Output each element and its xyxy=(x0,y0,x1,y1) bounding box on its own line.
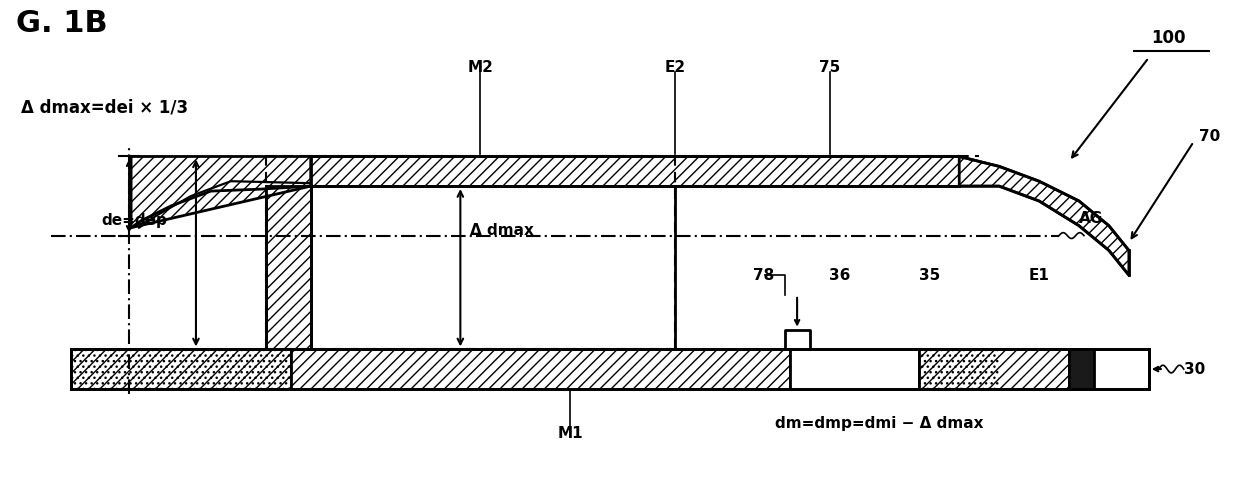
Bar xyxy=(265,186,311,349)
Text: Δ dmax=dei × 1/3: Δ dmax=dei × 1/3 xyxy=(21,98,188,116)
Text: 35: 35 xyxy=(919,267,940,282)
Bar xyxy=(919,349,999,389)
Text: de=dep: de=dep xyxy=(102,213,167,228)
Bar xyxy=(311,157,960,186)
Text: 78: 78 xyxy=(754,267,775,282)
Text: 30: 30 xyxy=(1184,362,1205,377)
Text: 75: 75 xyxy=(818,60,841,75)
Text: Δ dmax: Δ dmax xyxy=(470,223,534,238)
Bar xyxy=(290,349,790,389)
Bar xyxy=(71,349,290,389)
Text: AG: AG xyxy=(1079,211,1104,226)
Polygon shape xyxy=(960,157,1128,275)
Polygon shape xyxy=(131,157,311,228)
Text: M2: M2 xyxy=(467,60,494,75)
Text: E1: E1 xyxy=(1029,267,1049,282)
Text: 36: 36 xyxy=(828,267,851,282)
Bar xyxy=(919,349,1069,389)
Bar xyxy=(71,349,290,389)
Bar xyxy=(1069,349,1094,389)
Text: G. 1B: G. 1B xyxy=(16,9,108,38)
Bar xyxy=(1094,349,1148,389)
Text: M1: M1 xyxy=(557,426,583,441)
Text: 100: 100 xyxy=(1152,29,1185,47)
Text: 70: 70 xyxy=(1199,129,1220,144)
Text: dm=dmp=dmi − Δ dmax: dm=dmp=dmi − Δ dmax xyxy=(775,416,983,431)
Text: E2: E2 xyxy=(665,60,686,75)
Bar xyxy=(790,349,919,389)
